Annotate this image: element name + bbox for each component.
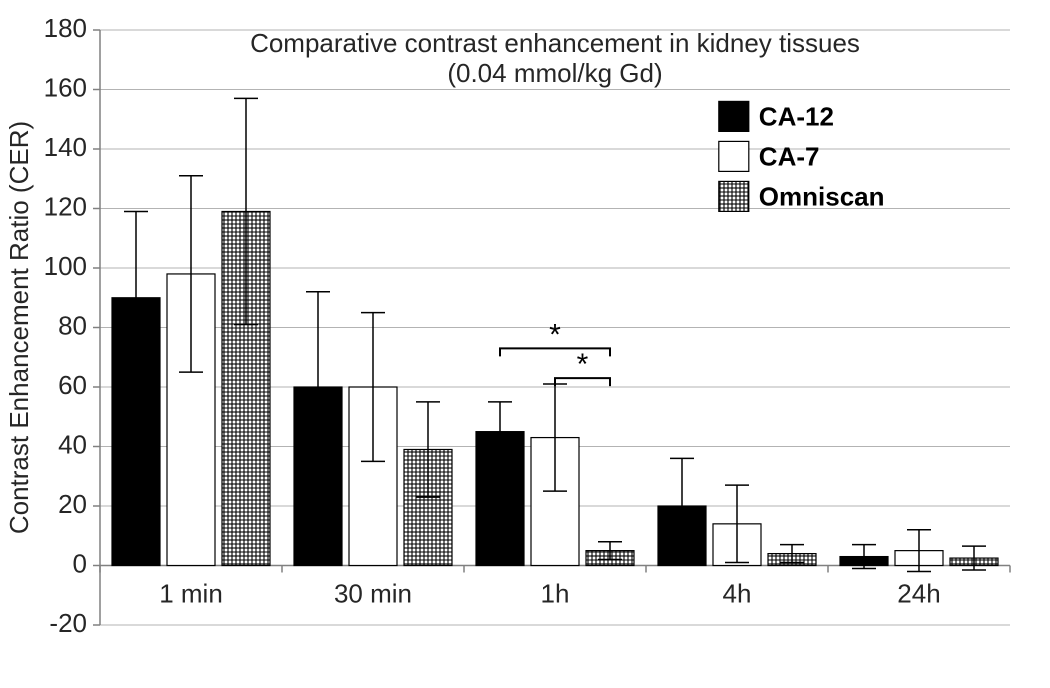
- legend-swatch-CA-7: [719, 141, 749, 171]
- x-category-label: 30 min: [334, 579, 412, 609]
- legend-label-CA-7: CA-7: [759, 141, 820, 171]
- y-tick-label: -20: [49, 608, 87, 638]
- y-tick-label: 180: [44, 13, 87, 43]
- y-tick-label: 140: [44, 132, 87, 162]
- legend-swatch-CA-12: [719, 101, 749, 131]
- significance-marker: *: [549, 318, 561, 351]
- y-tick-label: 40: [58, 429, 87, 459]
- y-tick-label: 80: [58, 310, 87, 340]
- legend-swatch-Omniscan: [719, 181, 749, 211]
- y-tick-label: 60: [58, 370, 87, 400]
- kidney-cer-chart: -20 0 20 40 60 80 100 120 140 160 180 1 min 30 min 1h…: [0, 0, 1050, 688]
- legend-label-Omniscan: Omniscan: [759, 181, 885, 211]
- x-category-label: 24h: [897, 579, 940, 609]
- chart-title-line2: (0.04 mmol/kg Gd): [447, 58, 662, 88]
- y-tick-label: 0: [73, 548, 87, 578]
- x-category-label: 4h: [723, 579, 752, 609]
- significance-marker: *: [577, 348, 589, 381]
- y-axis-label: Contrast Enhancement Ratio (CER): [4, 121, 34, 534]
- x-category-label: 1h: [541, 579, 570, 609]
- x-category-label: 1 min: [159, 579, 223, 609]
- y-tick-label: 120: [44, 191, 87, 221]
- y-tick-label: 100: [44, 251, 87, 281]
- y-tick-label: 160: [44, 72, 87, 102]
- y-tick-label: 20: [58, 489, 87, 519]
- legend-label-CA-12: CA-12: [759, 101, 834, 131]
- chart-title-line1: Comparative contrast enhancement in kidn…: [250, 28, 860, 58]
